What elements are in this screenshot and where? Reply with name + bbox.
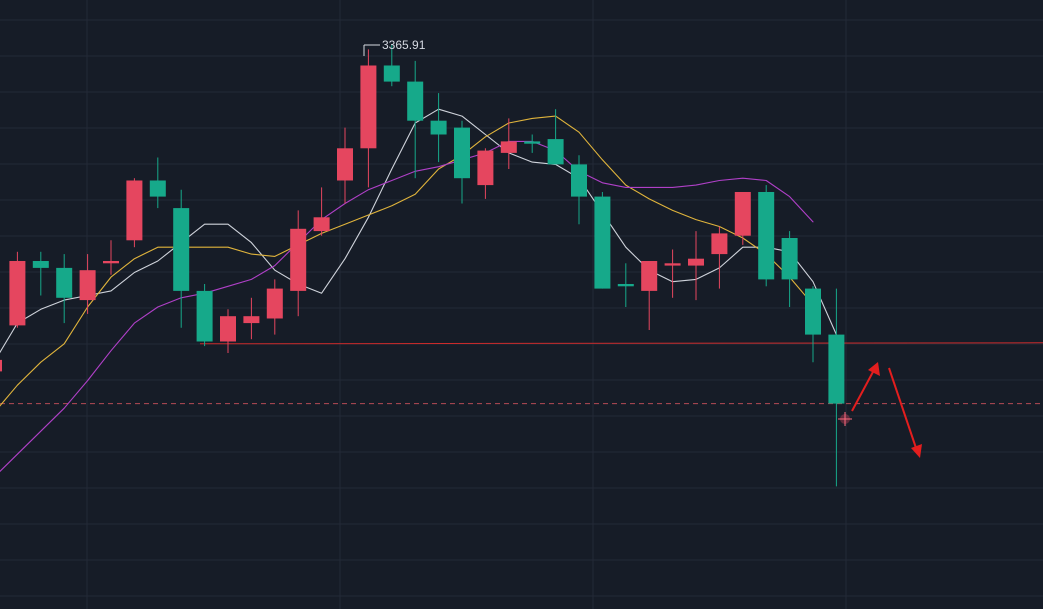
candle-body: [524, 141, 541, 144]
candle: [173, 189, 190, 328]
candle: [32, 251, 49, 296]
candle-body: [617, 283, 634, 287]
candle: [103, 240, 119, 275]
candle: [734, 191, 751, 245]
candle: [500, 118, 517, 169]
candle: [79, 254, 96, 314]
candle-body: [500, 141, 517, 153]
candle: [454, 120, 470, 204]
candle-body: [32, 260, 49, 268]
candle: [524, 134, 541, 153]
candle-body: [407, 81, 424, 121]
candle-body: [196, 290, 213, 342]
candle: [711, 226, 728, 289]
candle-body: [594, 196, 611, 289]
candle-body: [571, 164, 587, 197]
candles: [0, 44, 845, 487]
candle-body: [243, 316, 260, 324]
candle: [9, 251, 26, 328]
candle: [477, 148, 494, 199]
candle: [126, 178, 143, 248]
candle-body: [126, 180, 143, 241]
candle-body: [711, 233, 728, 255]
candle: [360, 49, 377, 188]
candle-body: [383, 65, 400, 82]
candle: [688, 231, 704, 301]
ma-line-2: [0, 115, 814, 407]
candle-body: [454, 127, 470, 179]
candle-body: [220, 316, 236, 342]
candle: [196, 283, 213, 347]
ma-line-3: [0, 140, 814, 473]
projection-arrow-down: [888, 367, 922, 458]
candle-body: [9, 260, 26, 326]
candle-body: [805, 288, 821, 335]
candle-body: [266, 288, 283, 319]
candle: [149, 157, 166, 209]
candle: [594, 191, 611, 289]
candle: [641, 260, 658, 330]
candle-body: [360, 65, 377, 149]
support-level-line: [199, 342, 1043, 345]
candle: [664, 249, 681, 298]
candle-body: [781, 237, 798, 280]
price-levels: [0, 342, 1043, 405]
candle-body: [547, 139, 564, 165]
candle: [0, 359, 2, 372]
peak-price-label: 3365.91: [382, 38, 426, 52]
candle-body: [313, 217, 330, 232]
candle: [383, 44, 400, 87]
candle: [266, 279, 283, 335]
candle-body: [641, 260, 658, 291]
candle-body: [477, 150, 494, 186]
candle-body: [79, 270, 96, 301]
crosshair-marker: [838, 412, 852, 426]
candle-body: [290, 228, 307, 291]
candle: [547, 109, 564, 165]
candle-body: [173, 208, 190, 291]
candle-body: [734, 191, 751, 236]
candle: [571, 155, 587, 225]
candle-body: [337, 148, 353, 181]
candle: [313, 187, 330, 236]
candle: [407, 60, 424, 179]
candle: [758, 185, 775, 287]
candle-body: [430, 120, 447, 135]
candle: [337, 127, 353, 204]
annotations: 3365.91: [363, 38, 922, 458]
candle: [243, 297, 260, 340]
candle: [220, 309, 236, 353]
candle-body: [688, 258, 704, 266]
candle-body: [0, 359, 2, 372]
candle-body: [149, 180, 166, 197]
candle: [290, 210, 307, 317]
candle: [56, 254, 73, 324]
candle-body: [664, 263, 681, 266]
candle-body: [758, 191, 775, 280]
candle-body: [828, 334, 845, 404]
candle: [828, 288, 845, 487]
candle: [781, 231, 798, 307]
candle: [430, 93, 447, 163]
candle-body: [56, 267, 73, 298]
projection-arrow-up: [851, 362, 880, 412]
candle: [617, 263, 634, 307]
candle: [805, 286, 821, 363]
candle-body: [103, 260, 119, 264]
